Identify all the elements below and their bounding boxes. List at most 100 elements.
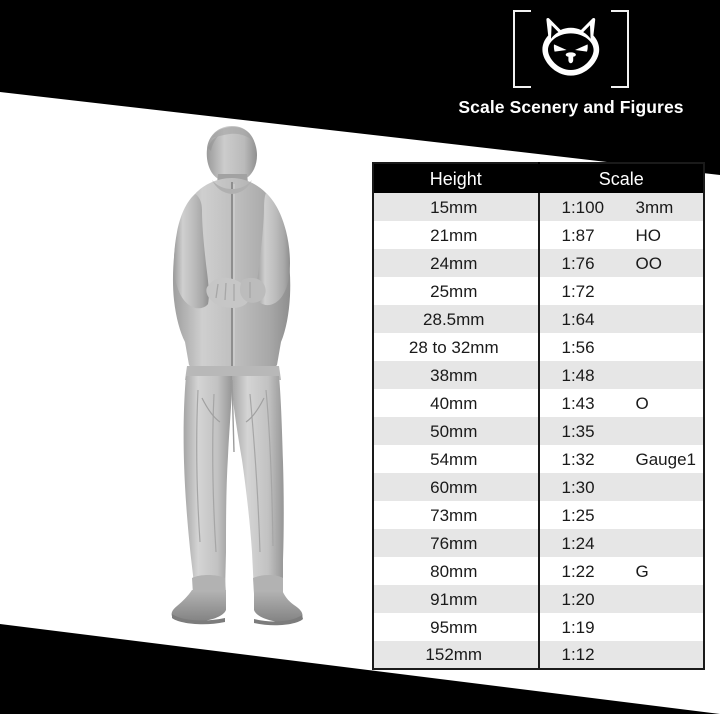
scale-cell-inner: 1:76 OO (562, 255, 704, 272)
scale-cell-inner: 1:19 (562, 619, 704, 636)
scale-ratio: 1:30 (561, 477, 595, 497)
cell-scale: 1:100 3mm (538, 193, 704, 221)
cell-height: 24mm (373, 249, 540, 277)
scale-cell-inner: 1:56 (562, 339, 704, 356)
cell-height: 76mm (373, 529, 540, 557)
height-scale-table: Height Scale 15mm 1:100 3mm 21mm 1:87 HO 24mm 1… (372, 162, 705, 670)
scale-cell-inner: 1:100 3mm (562, 199, 704, 216)
cell-scale: 1:22 G (538, 557, 704, 585)
cell-height: 28.5mm (373, 305, 540, 333)
cell-scale: 1:43 O (538, 389, 704, 417)
table-row: 76mm 1:24 (373, 529, 704, 557)
table-header-row: Height Scale (373, 163, 704, 193)
table-row: 24mm 1:76 OO (373, 249, 704, 277)
bracket-right-icon (611, 10, 629, 88)
table-row: 54mm 1:32 Gauge1 (373, 445, 704, 473)
table-row: 28 to 32mm 1:56 (373, 333, 704, 361)
table-row: 28.5mm 1:64 (373, 305, 704, 333)
scale-ratio: 1:19 (561, 617, 595, 637)
cell-scale: 1:32 Gauge1 (538, 445, 704, 473)
scale-cell-inner: 1:35 (562, 423, 704, 440)
cell-height: 40mm (373, 389, 540, 417)
table-row: 95mm 1:19 (373, 613, 704, 641)
cell-scale: 1:48 (538, 361, 704, 389)
cell-height: 28 to 32mm (373, 333, 540, 361)
brand-logo-block: Scale Scenery and Figures (440, 4, 702, 124)
scale-cell-inner: 1:48 (562, 367, 704, 384)
scale-ratio: 1:12 (561, 645, 595, 664)
table-row: 80mm 1:22 G (373, 557, 704, 585)
cell-scale: 1:30 (538, 473, 704, 501)
scale-cell-inner: 1:22 G (562, 563, 704, 580)
table-row: 21mm 1:87 HO (373, 221, 704, 249)
scale-ratio: 1:32 (561, 449, 595, 469)
scale-ratio: 1:76 (561, 253, 595, 273)
table-row: 25mm 1:72 (373, 277, 704, 305)
scale-note: 3mm (635, 197, 674, 217)
scale-cell-inner: 1:43 O (562, 395, 704, 412)
bracket-left-icon (513, 10, 531, 88)
cell-height: 152mm (373, 641, 540, 669)
figure-svg (171, 126, 303, 626)
cell-scale: 1:76 OO (538, 249, 704, 277)
scale-ratio: 1:72 (561, 281, 595, 301)
table-row: 38mm 1:48 (373, 361, 704, 389)
table-row: 60mm 1:30 (373, 473, 704, 501)
figure-image (146, 122, 318, 642)
scale-cell-inner: 1:20 (562, 591, 704, 608)
scale-cell-inner: 1:24 (562, 535, 704, 552)
scale-cell-inner: 1:64 (562, 311, 704, 328)
cell-scale: 1:12 (538, 641, 704, 669)
column-header-scale: Scale (538, 163, 704, 193)
scale-note: OO (635, 253, 662, 273)
column-header-height: Height (373, 163, 540, 193)
cell-height: 91mm (373, 585, 540, 613)
wolf-head-icon (542, 18, 600, 76)
scale-ratio: 1:35 (561, 421, 595, 441)
scale-cell-inner: 1:25 (562, 507, 704, 524)
cell-scale: 1:20 (538, 585, 704, 613)
scale-ratio: 1:87 (561, 225, 595, 245)
scale-ratio: 1:24 (561, 533, 595, 553)
table-row: 91mm 1:20 (373, 585, 704, 613)
scale-ratio: 1:43 (561, 393, 595, 413)
cell-height: 95mm (373, 613, 540, 641)
table-row: 152mm 1:12 (373, 641, 704, 669)
cell-height: 21mm (373, 221, 540, 249)
scale-ratio: 1:64 (561, 309, 595, 329)
scale-cell-inner: 1:72 (562, 283, 704, 300)
scale-ratio: 1:22 (561, 561, 595, 581)
cell-height: 15mm (373, 193, 540, 221)
scale-note: HO (635, 225, 662, 245)
scale-note: G (635, 561, 649, 581)
cell-height: 60mm (373, 473, 540, 501)
cell-height: 38mm (373, 361, 540, 389)
scale-cell-inner: 1:87 HO (562, 227, 704, 244)
scale-ratio: 1:48 (561, 365, 595, 385)
cell-height: 54mm (373, 445, 540, 473)
cell-scale: 1:56 (538, 333, 704, 361)
table-row: 73mm 1:25 (373, 501, 704, 529)
scale-cell-inner: 1:30 (562, 479, 704, 496)
scale-cell-inner: 1:12 (562, 646, 704, 663)
cell-scale: 1:64 (538, 305, 704, 333)
scale-ratio: 1:100 (561, 197, 605, 217)
scale-note: Gauge1 (635, 449, 697, 469)
table-body: 15mm 1:100 3mm 21mm 1:87 HO 24mm 1:76 OO 25mm 1:72… (373, 193, 704, 669)
cell-scale: 1:87 HO (538, 221, 704, 249)
scale-cell-inner: 1:32 Gauge1 (562, 451, 704, 468)
cell-height: 50mm (373, 417, 540, 445)
table-row: 15mm 1:100 3mm (373, 193, 704, 221)
cell-scale: 1:19 (538, 613, 704, 641)
cell-scale: 1:35 (538, 417, 704, 445)
scale-ratio: 1:56 (561, 337, 595, 357)
cell-scale: 1:24 (538, 529, 704, 557)
scale-ratio: 1:20 (561, 589, 595, 609)
brand-name: Scale Scenery and Figures (458, 97, 684, 117)
cell-height: 73mm (373, 501, 540, 529)
table-row: 40mm 1:43 O (373, 389, 704, 417)
table-row: 50mm 1:35 (373, 417, 704, 445)
scale-note: O (635, 393, 649, 413)
cell-scale: 1:72 (538, 277, 704, 305)
